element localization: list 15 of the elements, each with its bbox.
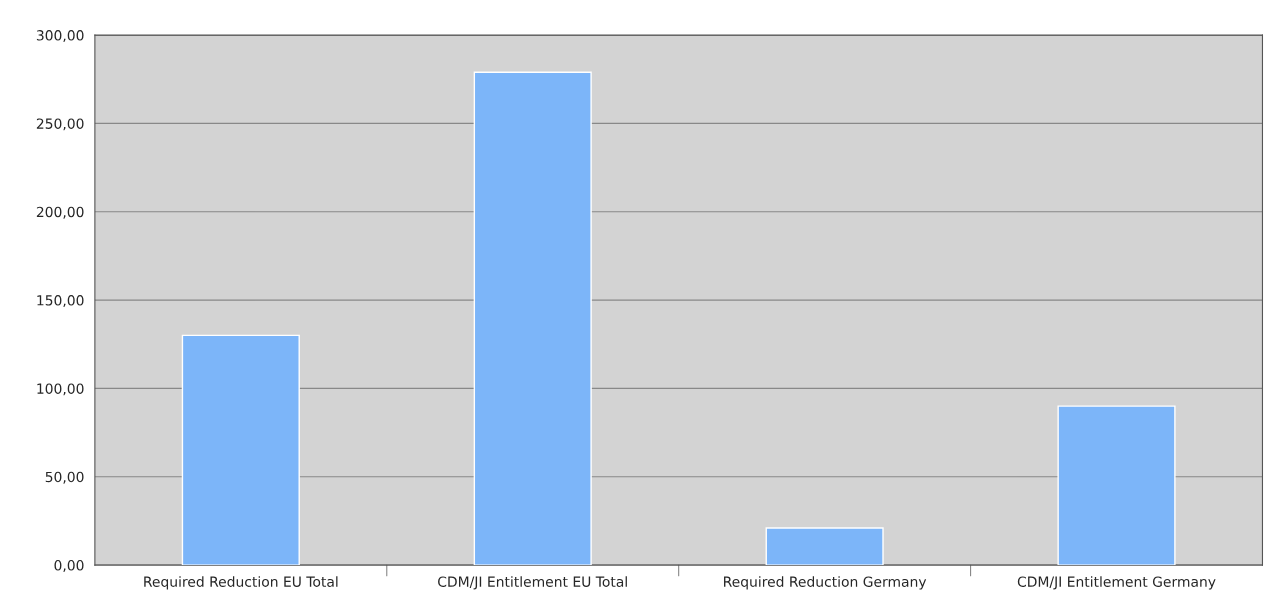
y-tick-label: 300,00 bbox=[36, 30, 84, 42]
x-tick-label: Required Reduction Germany bbox=[724, 576, 927, 590]
y-tick-label: 200,00 bbox=[36, 206, 84, 219]
y-tick-label: 0,00 bbox=[54, 560, 84, 572]
y-tick-label: 250,00 bbox=[36, 118, 84, 131]
x-tick-label: Required Reduction EU Total bbox=[144, 576, 338, 590]
bar bbox=[1057, 405, 1176, 566]
x-tick-label: CDM/JI Entitlement Germany bbox=[1017, 576, 1216, 590]
bar bbox=[473, 71, 592, 566]
y-tick-label: 100,00 bbox=[37, 383, 84, 396]
y-tick-label: 150,00 bbox=[37, 295, 84, 307]
bar bbox=[765, 527, 884, 566]
x-tick-label: CDM/JI Entitlement EU Total bbox=[438, 576, 627, 590]
y-tick-label: 50,00 bbox=[45, 471, 84, 484]
bar bbox=[181, 334, 300, 566]
